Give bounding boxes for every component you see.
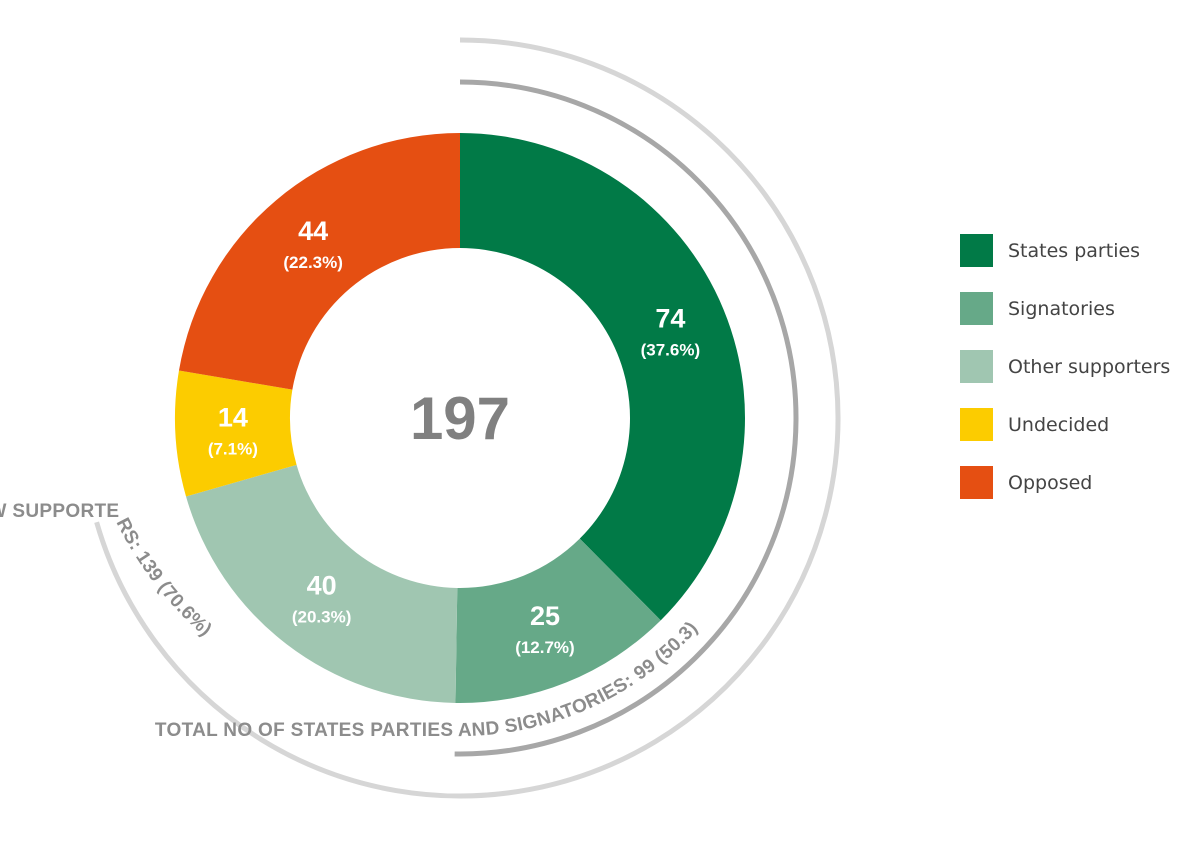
legend-item-other-supporters: Other supporters	[960, 350, 1170, 383]
legend-swatch-opposed	[960, 466, 993, 499]
slice-value-signatories: 25	[530, 601, 560, 631]
slice-opposed	[178, 133, 460, 390]
slice-value-other-supporters: 40	[307, 571, 337, 601]
legend-label-states-parties: States parties	[1008, 239, 1141, 262]
center-total: 197	[410, 385, 510, 452]
slice-other-supporters	[186, 464, 458, 703]
legend-item-signatories: Signatories	[960, 292, 1170, 325]
legend-swatch-undecided	[960, 408, 993, 441]
slice-undecided	[175, 370, 297, 497]
slice-percent-other-supporters: (20.3%)	[292, 608, 352, 627]
legend-label-other-supporters: Other supporters	[1008, 355, 1171, 378]
legend-label-opposed: Opposed	[1008, 471, 1093, 494]
states-parties-signatories-bracket-arc	[454, 79, 799, 757]
slice-states-parties	[460, 133, 745, 621]
slice-value-opposed: 44	[298, 216, 328, 246]
slice-value-states-parties: 74	[655, 303, 685, 333]
slice-percent-undecided: (7.1%)	[208, 440, 258, 459]
slice-percent-signatories: (12.7%)	[515, 638, 575, 657]
legend-swatch-signatories	[960, 292, 993, 325]
slice-labels: 74 (37.6%) 25 (12.7%) 40 (20.3%) 14 (7.1%) 44 (22…	[208, 216, 700, 657]
legend-swatch-states-parties	[960, 234, 993, 267]
legend-item-states-parties: States parties	[960, 234, 1170, 267]
supporters-bracket-arc	[94, 37, 841, 799]
slice-percent-states-parties: (37.6%)	[641, 340, 701, 359]
legend-item-opposed: Opposed	[960, 466, 1170, 499]
legend-label-signatories: Signatories	[1008, 297, 1115, 320]
slice-signatories	[455, 538, 661, 703]
donut-slices	[175, 133, 745, 703]
tpnw-supporters-bracket-label: TOTAL NO OF TPNW SUPPORTERS: 139 (70.6%)	[0, 501, 216, 641]
slice-value-undecided: 14	[218, 403, 248, 433]
legend-item-undecided: Undecided	[960, 408, 1170, 441]
legend: States parties Signatories Other supporter…	[960, 234, 1170, 524]
slice-percent-opposed: (22.3%)	[283, 253, 343, 272]
legend-swatch-other-supporters	[960, 350, 993, 383]
legend-label-undecided: Undecided	[1008, 413, 1110, 436]
